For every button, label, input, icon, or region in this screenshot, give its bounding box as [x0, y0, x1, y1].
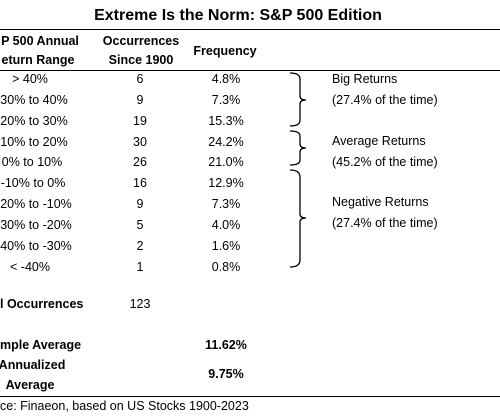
- header-divider: [0, 70, 500, 71]
- occurrences-header-line1: Occurrences: [102, 34, 180, 48]
- total-occurrences-label: l Occurrences: [0, 297, 84, 311]
- annualized-average-label-2: Average: [5, 378, 55, 392]
- frequency-cell: 21.0%: [208, 155, 244, 169]
- big-returns-share: (27.4% of the time): [332, 93, 438, 107]
- range-cell: -10% to 0%: [0, 176, 66, 190]
- occurrences-cell: 5: [136, 218, 144, 232]
- simple-average-value: 11.62%: [205, 338, 247, 352]
- occurrences-header-line2: Since 1900: [108, 53, 174, 67]
- occurrences-cell: 1: [136, 260, 144, 274]
- range-cell: < -40%: [10, 260, 50, 274]
- negative-returns-share: (27.4% of the time): [332, 216, 438, 230]
- occurrences-cell: 6: [136, 72, 144, 86]
- frequency-cell: 7.3%: [211, 93, 241, 107]
- frequency-cell: 0.8%: [211, 260, 241, 274]
- frequency-cell: 7.3%: [211, 197, 241, 211]
- big-returns-label: Big Returns: [332, 72, 398, 86]
- frequency-cell: 1.6%: [211, 239, 241, 253]
- negative-returns-label: Negative Returns: [332, 195, 429, 209]
- source-note: ce: Finaeon, based on US Stocks 1900-202…: [0, 399, 249, 413]
- range-header-line2: eturn Range: [1, 53, 75, 67]
- range-cell: 20% to 30%: [0, 114, 68, 128]
- range-cell: 30% to -20%: [0, 218, 72, 232]
- title-divider: [0, 29, 500, 30]
- frequency-cell: 12.9%: [208, 176, 244, 190]
- occurrences-cell: 2: [136, 239, 144, 253]
- frequency-header: Frequency: [193, 44, 257, 58]
- annualized-average-label-1: Annualized: [0, 358, 66, 372]
- range-cell: 30% to 40%: [0, 93, 68, 107]
- range-cell: 0% to 10%: [1, 155, 63, 169]
- frequency-cell: 15.3%: [208, 114, 244, 128]
- average-returns-share: (45.2% of the time): [332, 155, 438, 169]
- big-returns-bracket: [289, 72, 307, 127]
- average-returns-label: Average Returns: [332, 134, 426, 148]
- occurrences-cell: 16: [133, 176, 147, 190]
- occurrences-cell: 19: [133, 114, 147, 128]
- occurrences-cell: 9: [136, 93, 144, 107]
- occurrences-cell: 26: [133, 155, 147, 169]
- frequency-cell: 24.2%: [208, 135, 244, 149]
- average-returns-bracket: [289, 130, 307, 166]
- range-header-line1: P 500 Annual: [1, 34, 79, 48]
- range-cell: 10% to 20%: [0, 135, 68, 149]
- occurrences-cell: 30: [133, 135, 147, 149]
- range-cell: 20% to -10%: [0, 197, 72, 211]
- occurrences-cell: 9: [136, 197, 144, 211]
- negative-returns-bracket: [289, 169, 307, 268]
- annualized-average-value: 9.75%: [208, 367, 244, 381]
- range-cell: > 40%: [12, 72, 48, 86]
- total-occurrences-value: 123: [129, 297, 151, 311]
- page-title: Extreme Is the Norm: S&P 500 Edition: [94, 7, 382, 24]
- frequency-cell: 4.8%: [211, 72, 241, 86]
- range-cell: 40% to -30%: [0, 239, 72, 253]
- footer-divider: [0, 396, 500, 397]
- frequency-cell: 4.0%: [211, 218, 241, 232]
- simple-average-label: mple Average: [0, 338, 82, 352]
